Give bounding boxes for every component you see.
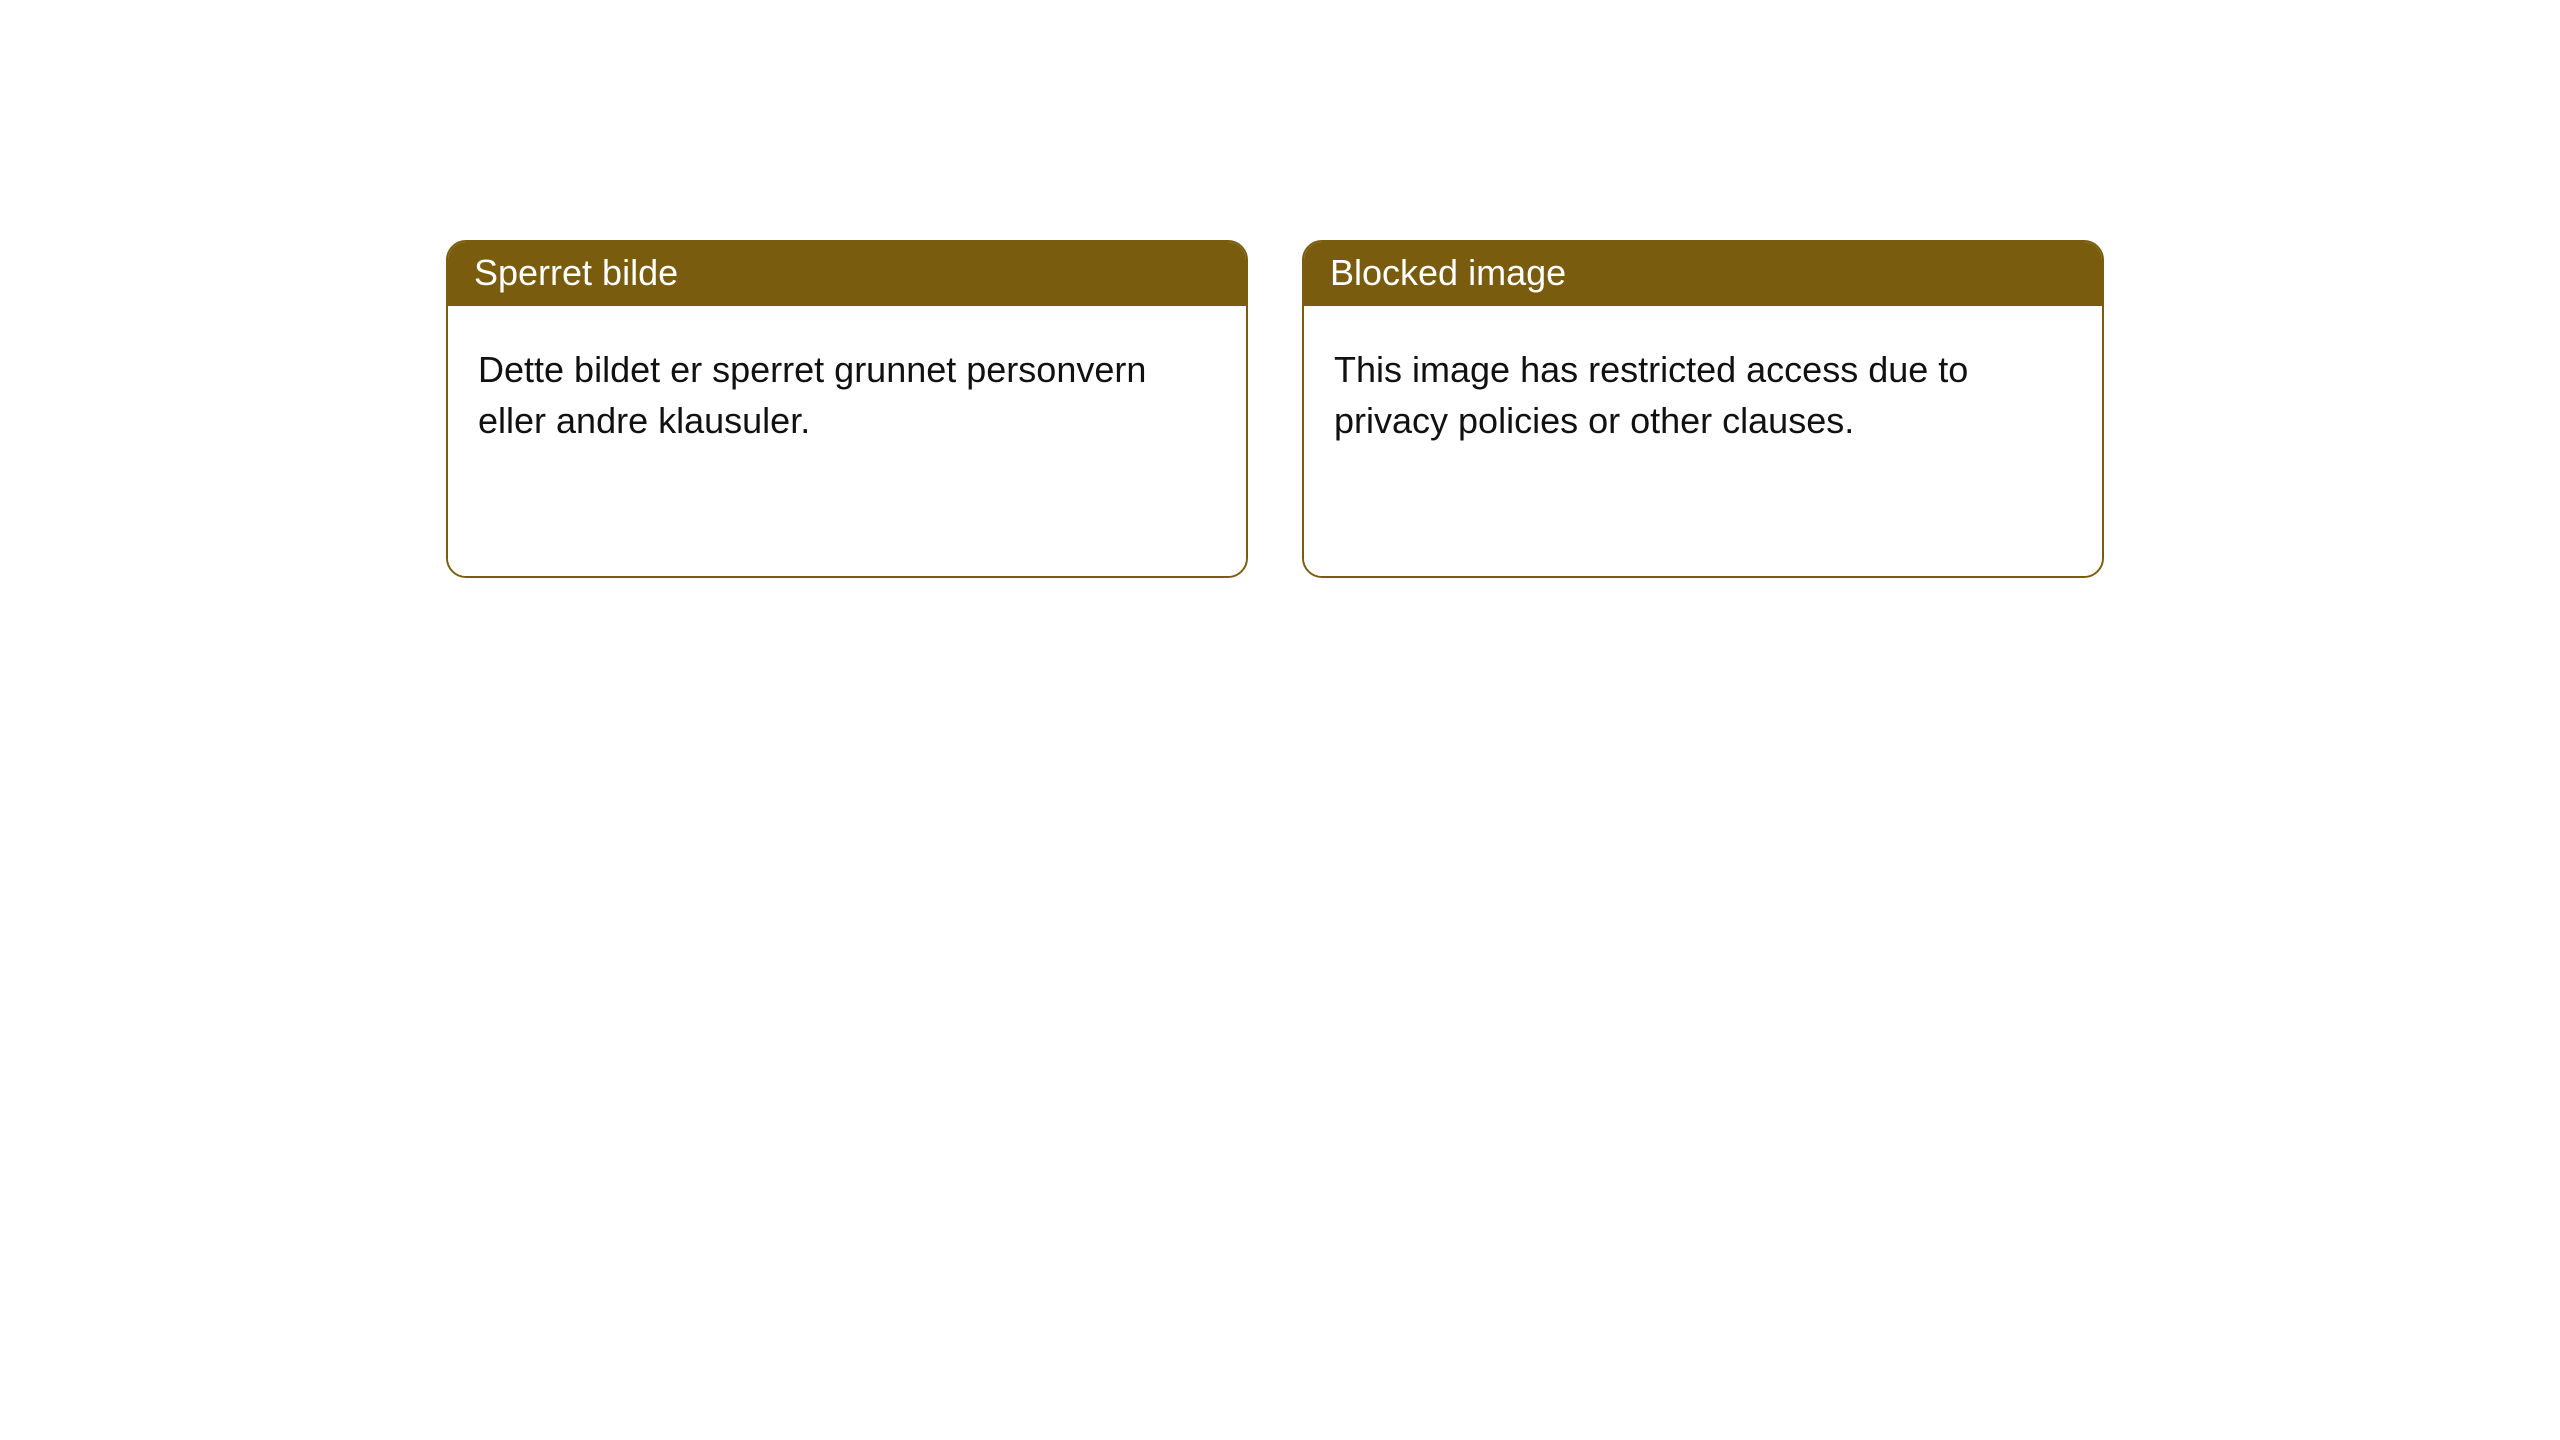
notice-card-norwegian: Sperret bilde Dette bildet er sperret gr… bbox=[446, 240, 1248, 578]
notice-body: Dette bildet er sperret grunnet personve… bbox=[448, 306, 1246, 576]
notice-card-english: Blocked image This image has restricted … bbox=[1302, 240, 2104, 578]
notice-body: This image has restricted access due to … bbox=[1304, 306, 2102, 576]
notice-title: Blocked image bbox=[1304, 242, 2102, 306]
notice-container: Sperret bilde Dette bildet er sperret gr… bbox=[0, 0, 2560, 578]
notice-title: Sperret bilde bbox=[448, 242, 1246, 306]
